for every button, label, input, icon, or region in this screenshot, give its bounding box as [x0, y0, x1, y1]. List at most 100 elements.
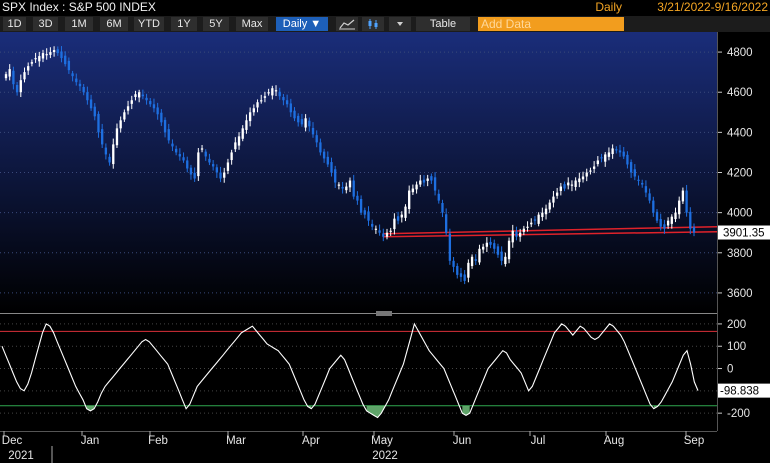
candle-body[interactable]	[352, 180, 355, 197]
candle-body[interactable]	[637, 179, 640, 181]
candle-body[interactable]	[141, 94, 145, 97]
candle-body[interactable]	[263, 96, 267, 98]
candle-body[interactable]	[330, 162, 333, 173]
candle-body[interactable]	[433, 177, 437, 191]
candle-body[interactable]	[334, 169, 337, 183]
candle-body[interactable]	[38, 56, 41, 62]
candle-body[interactable]	[585, 172, 588, 177]
candle-body[interactable]	[171, 143, 174, 147]
period-button-3d[interactable]: 3D	[33, 17, 58, 31]
candle-body[interactable]	[152, 104, 156, 109]
candle-body[interactable]	[648, 193, 651, 201]
candle-body[interactable]	[552, 196, 555, 203]
period-button-max[interactable]: Max	[236, 17, 268, 31]
candle-body[interactable]	[241, 128, 244, 139]
candle-body[interactable]	[485, 242, 489, 247]
candle-body[interactable]	[452, 260, 455, 267]
candle-body[interactable]	[626, 154, 629, 165]
candle-body[interactable]	[533, 219, 537, 221]
candle-body[interactable]	[252, 108, 255, 113]
security-title[interactable]: SPX Index : S&P 500 INDEX	[2, 0, 156, 14]
candle-body[interactable]	[382, 233, 385, 237]
period-button-ytd[interactable]: YTD	[134, 17, 164, 31]
candle-body[interactable]	[445, 214, 448, 233]
candle-body[interactable]	[60, 51, 63, 59]
candle-body[interactable]	[256, 102, 259, 108]
candle-body[interactable]	[27, 66, 30, 71]
candle-body[interactable]	[567, 182, 570, 186]
candle-body[interactable]	[526, 226, 529, 228]
candle-body[interactable]	[496, 246, 500, 255]
candle-body[interactable]	[130, 100, 133, 104]
support-trendline[interactable]	[383, 225, 718, 235]
candle-body[interactable]	[544, 208, 548, 215]
candle-body[interactable]	[393, 218, 396, 230]
candle-body[interactable]	[578, 178, 581, 183]
candle-body[interactable]	[78, 83, 82, 87]
candle-body[interactable]	[8, 69, 11, 77]
candle-body[interactable]	[245, 120, 248, 130]
candle-body[interactable]	[138, 92, 141, 98]
candle-body[interactable]	[64, 55, 67, 65]
panel-resize-handle[interactable]	[376, 311, 392, 316]
candle-body[interactable]	[615, 149, 618, 151]
candle-body[interactable]	[282, 97, 285, 101]
candle-body[interactable]	[211, 164, 215, 167]
candle-body[interactable]	[341, 186, 344, 189]
candle-chart-button[interactable]	[362, 17, 384, 31]
candle-body[interactable]	[574, 180, 577, 187]
candle-body[interactable]	[160, 112, 163, 123]
candle-body[interactable]	[522, 228, 526, 232]
candle-body[interactable]	[108, 156, 111, 163]
candle-body[interactable]	[215, 167, 218, 173]
candle-body[interactable]	[478, 248, 481, 263]
candle-body[interactable]	[470, 256, 474, 267]
candle-body[interactable]	[489, 241, 492, 245]
candle-body[interactable]	[396, 216, 400, 221]
candle-body[interactable]	[456, 266, 459, 275]
candle-body[interactable]	[371, 223, 374, 227]
candle-body[interactable]	[271, 88, 274, 96]
candle-body[interactable]	[56, 49, 59, 54]
candle-body[interactable]	[197, 152, 200, 177]
candle-body[interactable]	[182, 157, 185, 161]
candle-body[interactable]	[692, 227, 696, 233]
candle-body[interactable]	[4, 74, 8, 79]
candle-body[interactable]	[674, 212, 677, 220]
candle-body[interactable]	[600, 157, 603, 159]
candle-body[interactable]	[193, 172, 196, 179]
candle-body[interactable]	[285, 100, 289, 105]
period-button-1d[interactable]: 1D	[3, 17, 26, 31]
candle-body[interactable]	[19, 80, 22, 93]
candle-body[interactable]	[93, 106, 96, 117]
candle-body[interactable]	[385, 232, 389, 237]
candle-body[interactable]	[430, 176, 433, 181]
candle-body[interactable]	[293, 110, 296, 119]
candle-body[interactable]	[555, 192, 559, 196]
add-data-input[interactable]: Add Data	[478, 17, 624, 31]
candle-body[interactable]	[145, 97, 148, 101]
candle-body[interactable]	[426, 178, 429, 181]
oscillator-line[interactable]	[1, 322, 699, 419]
candle-body[interactable]	[315, 135, 318, 143]
candle-body[interactable]	[167, 129, 170, 141]
candle-body[interactable]	[448, 233, 452, 261]
candle-body[interactable]	[611, 148, 614, 155]
candle-body[interactable]	[12, 70, 15, 85]
candle-body[interactable]	[463, 274, 466, 281]
candle-body[interactable]	[30, 62, 34, 64]
candle-body[interactable]	[267, 92, 270, 94]
candle-body[interactable]	[659, 219, 662, 227]
candle-body[interactable]	[389, 230, 392, 232]
candle-body[interactable]	[459, 273, 463, 277]
candle-body[interactable]	[404, 206, 407, 218]
candle-body[interactable]	[689, 211, 692, 229]
period-button-1m[interactable]: 1M	[65, 17, 93, 31]
period-button-6m[interactable]: 6M	[100, 17, 128, 31]
candle-body[interactable]	[230, 152, 233, 161]
candle-body[interactable]	[618, 150, 622, 153]
candle-body[interactable]	[541, 212, 544, 218]
candle-body[interactable]	[367, 211, 370, 221]
candle-body[interactable]	[274, 90, 278, 92]
